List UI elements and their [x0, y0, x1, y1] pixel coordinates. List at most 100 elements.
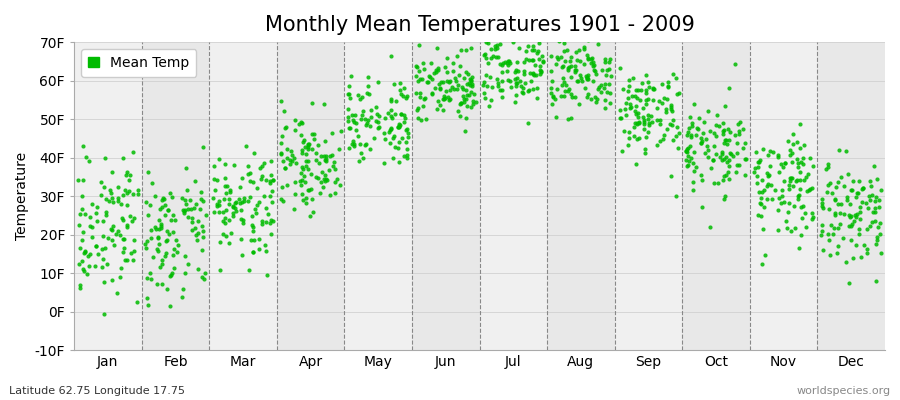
Point — [821, 231, 835, 238]
Point — [862, 223, 877, 229]
Point — [346, 119, 361, 125]
Point — [612, 65, 626, 71]
Point — [687, 101, 701, 107]
Point — [461, 71, 475, 77]
Point — [441, 94, 455, 101]
Point — [363, 146, 377, 152]
Point — [431, 80, 446, 87]
Point — [717, 156, 732, 162]
Point — [95, 246, 110, 252]
Point — [719, 141, 733, 147]
Point — [179, 165, 194, 172]
Point — [646, 85, 661, 92]
Point — [345, 112, 359, 119]
Point — [731, 121, 745, 128]
Point — [695, 204, 709, 210]
Point — [723, 150, 737, 156]
Point — [681, 129, 696, 136]
Point — [439, 55, 454, 61]
Point — [274, 150, 288, 156]
Point — [254, 176, 268, 182]
Point — [363, 123, 377, 129]
Point — [796, 161, 810, 168]
Point — [125, 218, 140, 224]
Point — [189, 232, 203, 238]
Point — [645, 96, 660, 103]
Point — [140, 302, 155, 308]
Point — [619, 100, 634, 106]
Point — [176, 294, 190, 300]
Point — [581, 56, 596, 62]
Point — [149, 226, 164, 232]
Point — [544, 90, 559, 96]
Point — [710, 112, 724, 118]
Point — [127, 214, 141, 221]
Point — [383, 112, 398, 119]
Point — [477, 52, 491, 58]
Point — [301, 141, 315, 147]
Point — [495, 69, 509, 75]
Point — [255, 173, 269, 180]
Point — [222, 216, 237, 223]
Point — [690, 126, 705, 132]
Point — [358, 142, 373, 148]
Point — [600, 67, 615, 73]
Point — [320, 158, 334, 165]
Point — [410, 64, 425, 70]
Point — [713, 154, 727, 160]
Point — [479, 39, 493, 45]
Point — [563, 90, 578, 97]
Point — [821, 163, 835, 170]
Point — [112, 274, 127, 280]
Point — [177, 270, 192, 276]
Point — [117, 245, 131, 252]
Point — [247, 150, 261, 157]
Point — [248, 206, 262, 213]
Point — [493, 61, 508, 67]
Point — [221, 196, 236, 202]
Point — [686, 187, 700, 193]
Point — [488, 43, 502, 50]
Point — [486, 28, 500, 34]
Point — [122, 177, 136, 183]
Point — [873, 250, 887, 256]
Point — [387, 144, 401, 150]
Point — [799, 188, 814, 194]
Point — [155, 197, 169, 204]
Point — [304, 100, 319, 106]
Point — [536, 58, 551, 64]
Point — [278, 124, 293, 131]
Point — [110, 290, 124, 296]
Point — [416, 103, 430, 109]
Point — [526, 70, 541, 76]
Point — [96, 184, 111, 190]
Point — [76, 250, 91, 256]
Point — [527, 46, 542, 53]
Point — [361, 117, 375, 123]
Point — [446, 86, 461, 92]
Point — [82, 263, 96, 269]
Point — [626, 132, 641, 139]
Point — [806, 184, 820, 191]
Point — [436, 93, 451, 100]
Point — [177, 207, 192, 214]
Point — [156, 194, 170, 201]
Point — [178, 207, 193, 213]
Point — [322, 166, 337, 173]
Point — [529, 85, 544, 91]
Point — [455, 86, 470, 92]
Point — [476, 79, 491, 85]
Point — [323, 192, 338, 198]
Point — [785, 175, 799, 182]
Point — [127, 237, 141, 244]
Point — [189, 201, 203, 208]
Point — [154, 225, 168, 231]
Point — [235, 199, 249, 206]
Point — [309, 174, 323, 180]
Point — [495, 78, 509, 85]
Point — [760, 170, 774, 176]
Point — [621, 95, 635, 101]
Point — [832, 147, 847, 153]
Point — [358, 116, 373, 122]
Point — [491, 80, 506, 87]
